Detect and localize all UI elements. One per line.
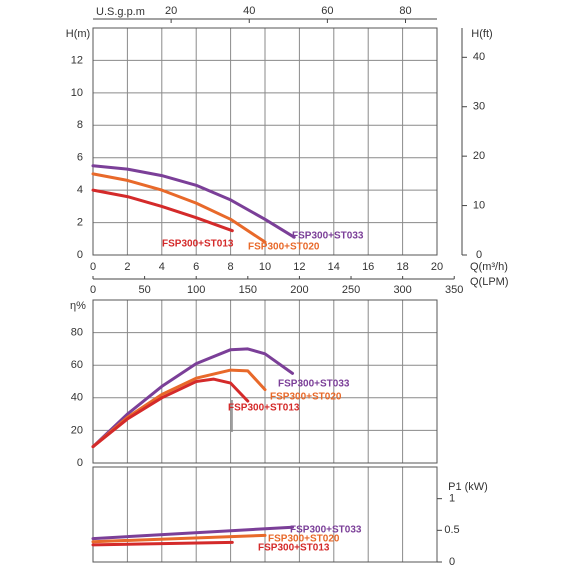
y-tick-label: 80 <box>71 327 83 339</box>
x2-tick-label: 0 <box>90 284 96 296</box>
plot-frame <box>92 299 438 464</box>
series-label: FSP300+ST020 <box>270 392 342 403</box>
y2-tick-label: 0.5 <box>444 524 459 536</box>
y-tick-label: 60 <box>71 359 83 371</box>
y-tick-label: 6 <box>77 152 83 164</box>
x2-tick-label: 250 <box>342 284 360 296</box>
x-tick-label: 2 <box>124 261 130 273</box>
y2-axis-label: H(ft) <box>471 28 492 40</box>
y-axis-label: H(m) <box>66 28 90 40</box>
series-line <box>91 347 294 449</box>
x-tick-label: 20 <box>431 261 443 273</box>
y-axis-label: η% <box>70 300 86 312</box>
series-line <box>91 540 234 547</box>
x3-tick-label: 20 <box>165 5 177 17</box>
y-tick-label: 0 <box>77 249 83 261</box>
y2-tick-label: 0 <box>449 556 455 568</box>
y2-tick-label: 10 <box>473 199 485 211</box>
x2-tick-label: 50 <box>138 284 150 296</box>
series-line <box>91 188 234 233</box>
x-tick-label: 16 <box>362 261 374 273</box>
y-tick-label: 2 <box>77 216 83 228</box>
series-label: FSP300+ST033 <box>290 525 362 536</box>
series-label: FSP300+ST013 <box>258 543 330 554</box>
y2-tick-label: 1 <box>449 493 455 505</box>
x2-tick-label: 300 <box>393 284 411 296</box>
y2-axis-label: P1 (kW) <box>448 481 488 493</box>
x3-axis-label: U.S.g.p.m <box>96 6 145 18</box>
y-tick-label: 8 <box>77 119 83 131</box>
x-tick-label: 4 <box>159 261 165 273</box>
y2-tick-label: 30 <box>473 101 485 113</box>
series-line <box>91 525 294 541</box>
x-tick-label: 18 <box>396 261 408 273</box>
x-tick-label: 10 <box>259 261 271 273</box>
y2-tick-label: 20 <box>473 150 485 162</box>
y-tick-label: 20 <box>71 424 83 436</box>
x-tick-label: 6 <box>193 261 199 273</box>
y-tick-label: 10 <box>71 87 83 99</box>
x2-tick-label: 350 <box>445 284 463 296</box>
y-tick-label: 40 <box>71 392 83 404</box>
x2-axis-label: Q(LPM) <box>470 276 509 288</box>
plot-frame <box>92 27 438 256</box>
x-tick-label: 14 <box>328 261 340 273</box>
series-label: FSP300+ST013 <box>228 403 300 414</box>
series-label: FSP300+ST020 <box>248 242 320 253</box>
y-tick-label: 12 <box>71 54 83 66</box>
y-tick-label: 4 <box>77 184 83 196</box>
series-line <box>91 164 296 239</box>
series-line <box>91 377 250 449</box>
x3-tick-label: 60 <box>321 5 333 17</box>
series-label: FSP300+ST033 <box>292 231 364 242</box>
x-axis-label: Q(m³/h) <box>470 261 508 273</box>
x2-tick-label: 150 <box>239 284 257 296</box>
plot-frame <box>92 466 438 563</box>
y2-tick-label: 40 <box>473 51 485 63</box>
x2-tick-label: 200 <box>290 284 308 296</box>
series-label: FSP300+ST013 <box>162 239 234 250</box>
x2-tick-label: 100 <box>187 284 205 296</box>
x-tick-label: 8 <box>228 261 234 273</box>
x-tick-label: 12 <box>293 261 305 273</box>
series-label: FSP300+ST020 <box>268 534 340 545</box>
y-tick-label: 0 <box>77 457 83 469</box>
y2-tick-label: 0 <box>476 249 482 261</box>
series-label: FSP300+ST033 <box>278 379 350 390</box>
x-tick-label: 0 <box>90 261 96 273</box>
x3-tick-label: 80 <box>399 5 411 17</box>
x3-tick-label: 40 <box>243 5 255 17</box>
series-line <box>91 172 267 244</box>
series-line <box>91 533 267 544</box>
